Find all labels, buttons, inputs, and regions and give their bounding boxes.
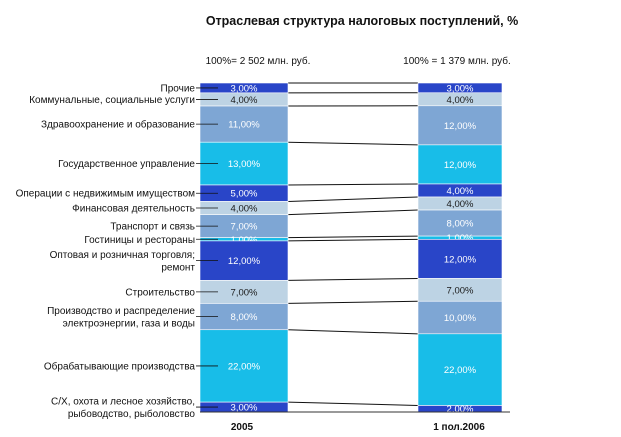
connector-line	[287, 235, 419, 239]
data-label: 13,00%	[228, 159, 261, 170]
data-label: 3,00%	[447, 83, 474, 94]
connector-line	[287, 141, 419, 146]
data-label: 5,00%	[231, 189, 258, 200]
data-label: 3,00%	[231, 403, 258, 414]
category-label: Оптовая и розничная торговля;	[50, 250, 195, 261]
data-label: 3,00%	[231, 83, 258, 94]
category-label: Производство и распределение	[47, 306, 195, 317]
data-label: 12,00%	[228, 256, 261, 267]
bar-segment	[417, 239, 503, 279]
data-label: 4,00%	[231, 204, 258, 215]
category-label: С/Х, охота и лесное хозяйство,	[51, 396, 195, 407]
total-label-2006: 100% = 1 379 млн. руб.	[403, 55, 511, 67]
data-label: 12,00%	[444, 254, 477, 265]
category-label: ремонт	[161, 262, 195, 273]
data-label: 12,00%	[444, 121, 477, 132]
connector-line	[287, 401, 419, 406]
connector-line	[287, 277, 419, 281]
category-label: Здравоохранение и образование	[41, 119, 195, 131]
category-label: Транспорт и связь	[110, 222, 195, 233]
category-label: Обрабатывающие производства	[44, 360, 196, 372]
data-label: 1,00%	[231, 235, 258, 246]
data-label: 8,00%	[231, 312, 258, 323]
bar-segment	[417, 300, 503, 335]
data-label: 12,00%	[444, 160, 477, 171]
bar-segment	[417, 144, 503, 185]
data-label: 1,00%	[447, 233, 474, 244]
data-label: 22,00%	[228, 361, 261, 372]
data-label: 4,00%	[231, 95, 258, 106]
connector-line	[287, 196, 419, 202]
connector-line	[287, 183, 419, 186]
bar-segment	[417, 105, 503, 146]
x-label-2005: 2005	[231, 422, 254, 433]
bar-segment	[417, 333, 503, 406]
category-label: электроэнергии, газа и воды	[63, 318, 195, 329]
data-label: 4,00%	[447, 199, 474, 210]
connector-line	[287, 238, 419, 242]
data-label: 7,00%	[447, 285, 474, 296]
connector-line	[287, 209, 419, 216]
data-label: 4,00%	[447, 95, 474, 106]
category-label: Гостиницы и рестораны	[84, 235, 195, 246]
total-label-2005: 100%= 2 502 млн. руб.	[206, 55, 311, 67]
category-label: Финансовая деятельность	[72, 204, 195, 215]
category-label: рыбоводство, рыболовство	[68, 408, 196, 420]
data-label: 22,00%	[444, 365, 477, 376]
data-label: 8,00%	[447, 219, 474, 230]
data-label: 7,00%	[231, 287, 258, 298]
data-label: 10,00%	[444, 313, 477, 324]
data-label: 11,00%	[228, 120, 260, 131]
chart-title: Отраслевая структура налоговых поступлен…	[206, 14, 518, 28]
data-label: 7,00%	[231, 222, 258, 233]
category-label: Государственное управление	[58, 159, 195, 170]
bar-segments: 3,00%4,00%11,00%13,00%5,00%4,00%7,00%1,0…	[199, 82, 503, 415]
connector-line	[287, 329, 419, 335]
data-label: 4,00%	[447, 186, 474, 197]
x-label-2006: 1 пол.2006	[433, 422, 485, 433]
category-label: Прочие	[161, 83, 196, 94]
category-label: Строительство	[125, 287, 195, 298]
bar-segment	[417, 209, 503, 237]
category-label: Операции с недвижимым имуществом	[16, 189, 196, 200]
data-label: 2,00%	[447, 404, 474, 415]
connector-lines	[287, 82, 419, 413]
category-label: Коммунальные, социальные услуги	[29, 95, 195, 106]
connector-line	[287, 300, 419, 304]
